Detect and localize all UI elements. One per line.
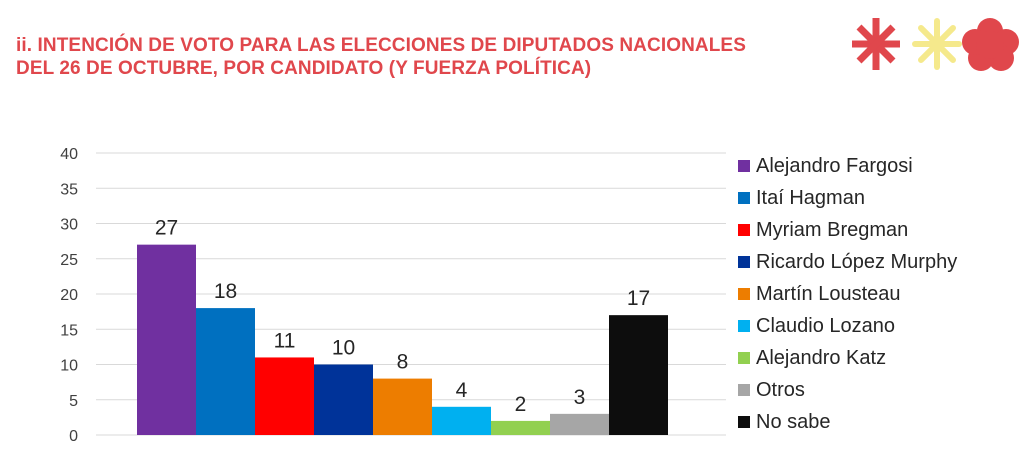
- bar: [255, 357, 314, 435]
- legend-item: No sabe: [738, 406, 957, 438]
- y-tick-label: 35: [60, 181, 78, 198]
- legend-item: Alejandro Fargosi: [738, 150, 957, 182]
- legend-item: Myriam Bregman: [738, 214, 957, 246]
- y-tick-label: 15: [60, 322, 78, 339]
- legend-label: No sabe: [756, 411, 831, 434]
- y-tick-label: 30: [60, 217, 78, 234]
- bar: [550, 414, 609, 435]
- legend-item: Itaí Hagman: [738, 182, 957, 214]
- y-tick-label: 40: [60, 146, 78, 163]
- legend-item: Alejandro Katz: [738, 342, 957, 374]
- data-label: 27: [155, 217, 178, 240]
- legend-label: Myriam Bregman: [756, 219, 908, 242]
- legend-item: Martín Lousteau: [738, 278, 957, 310]
- data-label: 18: [214, 280, 237, 303]
- data-label: 11: [274, 329, 296, 352]
- bar: [196, 308, 255, 435]
- y-tick-label: 10: [60, 358, 78, 375]
- legend-swatch: [738, 192, 750, 204]
- data-label: 4: [456, 379, 468, 402]
- legend-swatch: [738, 384, 750, 396]
- y-tick-label: 0: [69, 428, 78, 445]
- chart-legend: Alejandro Fargosi Itaí Hagman Myriam Bregm…: [738, 150, 957, 438]
- legend-item: Claudio Lozano: [738, 310, 957, 342]
- legend-label: Alejandro Fargosi: [756, 155, 913, 178]
- data-label: 3: [574, 386, 586, 409]
- legend-label: Ricardo López Murphy: [756, 251, 957, 274]
- legend-item: Otros: [738, 374, 957, 406]
- bar: [432, 407, 491, 435]
- bar: [609, 315, 668, 435]
- bar: [137, 245, 196, 435]
- y-tick-label: 25: [60, 252, 78, 269]
- legend-label: Otros: [756, 379, 805, 402]
- legend-label: Alejandro Katz: [756, 347, 886, 370]
- legend-label: Martín Lousteau: [756, 283, 901, 306]
- legend-swatch: [738, 320, 750, 332]
- legend-item: Ricardo López Murphy: [738, 246, 957, 278]
- legend-label: Itaí Hagman: [756, 187, 865, 210]
- legend-swatch: [738, 224, 750, 236]
- bar: [491, 421, 550, 435]
- legend-swatch: [738, 256, 750, 268]
- legend-label: Claudio Lozano: [756, 315, 895, 338]
- bar: [314, 365, 373, 436]
- data-label: 8: [397, 351, 409, 374]
- data-label: 2: [515, 393, 527, 416]
- bar: [373, 379, 432, 435]
- data-label: 10: [332, 337, 355, 360]
- legend-swatch: [738, 160, 750, 172]
- y-tick-label: 5: [69, 393, 78, 410]
- legend-swatch: [738, 416, 750, 428]
- y-tick-label: 20: [60, 287, 78, 304]
- legend-swatch: [738, 288, 750, 300]
- legend-swatch: [738, 352, 750, 364]
- data-label: 17: [627, 287, 650, 310]
